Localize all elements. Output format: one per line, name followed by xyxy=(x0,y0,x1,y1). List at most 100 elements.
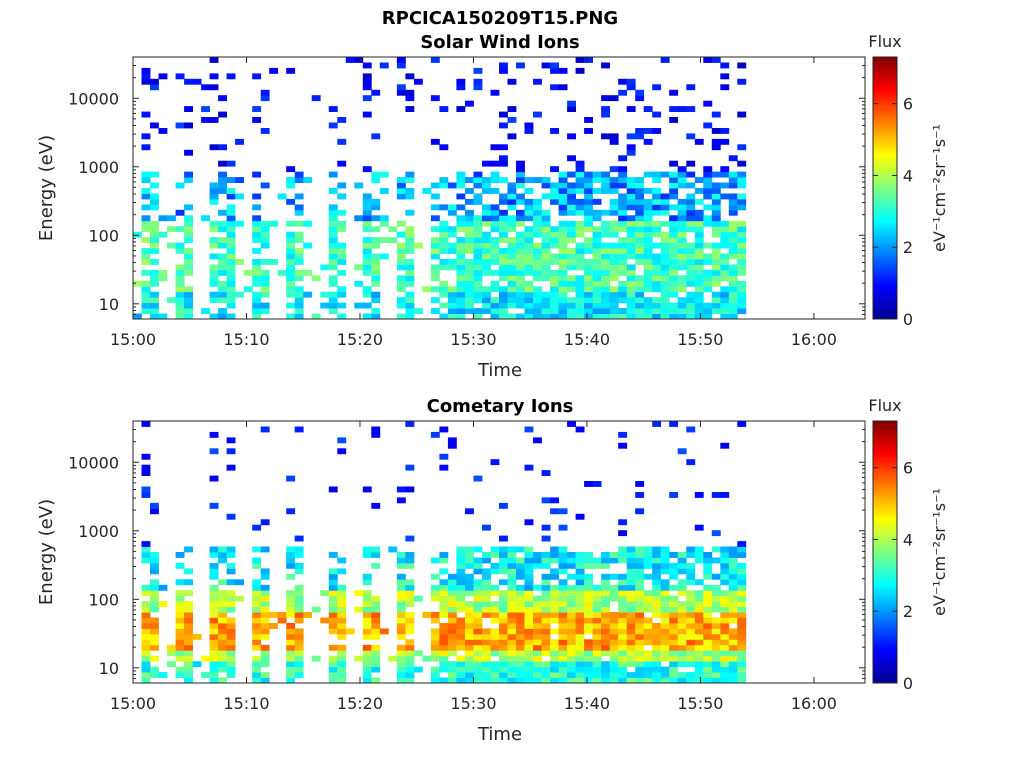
heatmap-cell xyxy=(482,584,491,591)
heatmap-cell xyxy=(720,601,730,607)
heatmap-cell xyxy=(524,612,534,618)
heatmap-cell xyxy=(507,248,517,254)
heatmap-cell xyxy=(303,269,313,276)
heatmap-cell xyxy=(286,291,296,298)
heatmap-cell xyxy=(405,535,415,542)
heatmap-cell xyxy=(260,519,270,526)
heatmap-cell xyxy=(328,242,338,249)
heatmap-cell xyxy=(184,149,193,156)
heatmap-cell xyxy=(252,606,262,613)
heatmap-cell xyxy=(226,628,236,635)
heatmap-cell xyxy=(728,617,738,624)
heatmap-cell xyxy=(703,672,713,678)
heatmap-cell xyxy=(550,193,559,200)
heatmap-cell xyxy=(430,590,440,597)
heatmap-cell xyxy=(456,269,466,276)
heatmap-cell xyxy=(669,313,679,320)
heatmap-cell xyxy=(507,644,517,651)
heatmap-cell xyxy=(601,242,610,249)
heatmap-cell xyxy=(711,595,721,602)
heatmap-cell xyxy=(405,275,415,282)
heatmap-cell xyxy=(728,231,738,238)
heatmap-cell xyxy=(660,666,670,673)
heatmap-cell xyxy=(209,313,219,320)
heatmap-cell xyxy=(609,95,619,102)
heatmap-cell xyxy=(371,171,381,178)
heatmap-cell xyxy=(660,302,670,309)
heatmap-cell xyxy=(584,117,593,123)
heatmap-cell xyxy=(558,644,568,651)
heatmap-cell xyxy=(728,568,738,575)
heatmap-cell xyxy=(337,655,347,662)
heatmap-cell xyxy=(201,672,210,678)
heatmap-cell xyxy=(652,297,662,304)
heatmap-cell xyxy=(524,280,534,287)
heatmap-cell xyxy=(328,226,338,233)
heatmap-cell xyxy=(677,220,687,227)
heatmap-cell xyxy=(371,612,381,618)
heatmap-cell xyxy=(694,672,704,678)
heatmap-cell xyxy=(499,666,508,673)
heatmap-cell xyxy=(490,302,500,309)
heatmap-cell xyxy=(226,204,236,211)
heatmap-cell xyxy=(541,612,551,618)
heatmap-cell xyxy=(150,226,159,233)
heatmap-cell xyxy=(516,644,525,651)
heatmap-cell xyxy=(703,166,713,173)
heatmap-cell xyxy=(354,182,364,189)
heatmap-cell xyxy=(482,259,491,265)
heatmap-cell xyxy=(490,552,500,558)
heatmap-cell xyxy=(618,590,628,597)
heatmap-cell xyxy=(669,188,679,194)
heatmap-cell xyxy=(575,666,585,673)
heatmap-cell xyxy=(677,253,687,260)
heatmap-cell xyxy=(703,177,713,183)
heatmap-cell xyxy=(405,242,415,249)
heatmap-cell xyxy=(550,644,559,651)
heatmap-cell xyxy=(337,269,347,276)
heatmap-cell xyxy=(209,73,219,80)
heatmap-cell xyxy=(260,89,270,96)
heatmap-cell xyxy=(575,280,585,287)
heatmap-cell xyxy=(609,264,619,271)
heatmap-cell xyxy=(362,661,372,668)
heatmap-cell xyxy=(184,297,193,304)
heatmap-cell xyxy=(660,552,670,558)
heatmap-cell xyxy=(447,308,457,314)
heatmap-cell xyxy=(626,226,636,233)
heatmap-cell xyxy=(524,573,534,580)
heatmap-cell xyxy=(575,166,585,173)
heatmap-cell xyxy=(507,655,517,662)
heatmap-cell xyxy=(371,546,381,553)
heatmap-cell xyxy=(499,122,508,129)
heatmap-cell xyxy=(618,297,628,304)
heatmap-cell xyxy=(473,269,483,276)
heatmap-cell xyxy=(720,264,730,271)
heatmap-cell xyxy=(660,248,670,254)
heatmap-cell xyxy=(337,220,347,227)
heatmap-cell xyxy=(252,106,262,112)
heatmap-cell xyxy=(737,617,747,624)
heatmap-cell xyxy=(328,486,338,493)
heatmap-cell xyxy=(439,237,449,243)
heatmap-cell xyxy=(516,231,525,238)
heatmap-cell xyxy=(669,573,679,580)
heatmap-cell xyxy=(550,552,559,558)
heatmap-cell xyxy=(252,308,262,314)
heatmap-cell xyxy=(575,562,585,569)
heatmap-cell xyxy=(286,677,296,684)
heatmap-cell xyxy=(618,209,628,216)
heatmap-cell xyxy=(499,308,508,314)
heatmap-cell xyxy=(243,286,253,293)
heatmap-cell xyxy=(447,644,457,651)
heatmap-cell xyxy=(371,198,381,205)
heatmap-cell xyxy=(558,67,568,74)
heatmap-cell xyxy=(141,541,151,547)
heatmap-cell xyxy=(516,666,525,673)
heatmap-cell xyxy=(447,242,457,249)
heatmap-cell xyxy=(728,242,738,249)
heatmap-cell xyxy=(473,171,483,178)
heatmap-cell xyxy=(482,573,491,580)
heatmap-cell xyxy=(728,573,738,580)
